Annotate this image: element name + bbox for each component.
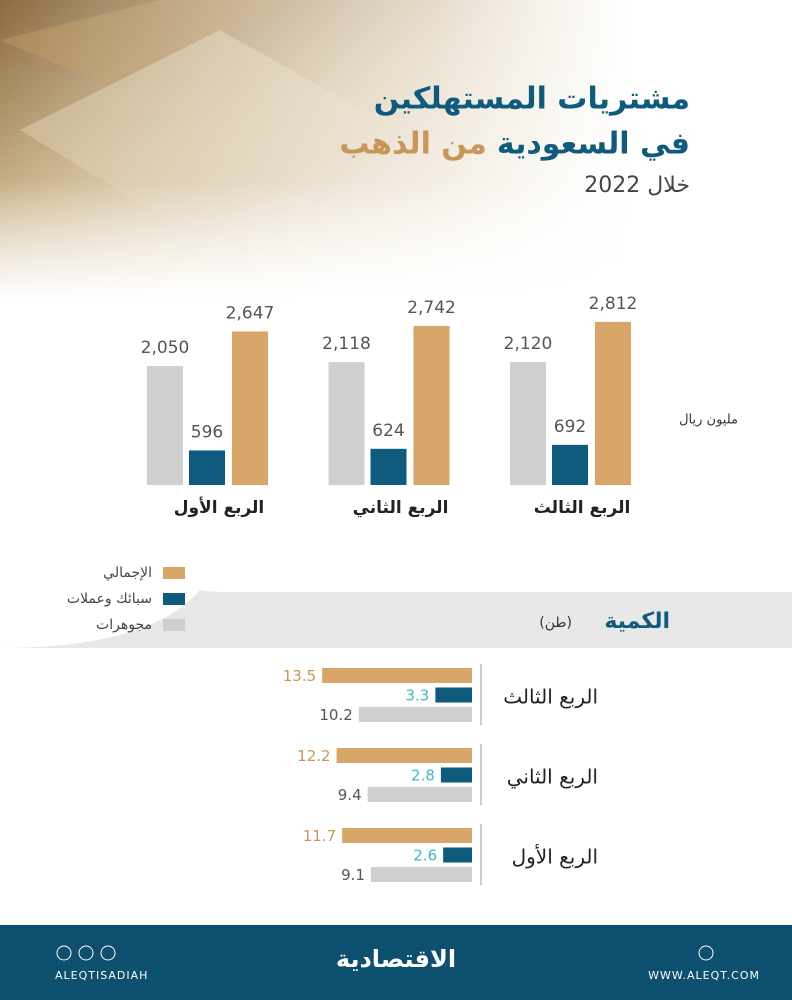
value-label: 2,050 xyxy=(141,338,190,358)
bar xyxy=(435,687,472,703)
icon-twitter[interactable] xyxy=(100,945,116,961)
bar xyxy=(510,362,546,485)
category-label: الربع الثاني xyxy=(353,498,449,518)
value-label: 3.3 xyxy=(406,687,430,705)
icon-web[interactable] xyxy=(698,945,714,961)
bar xyxy=(322,668,472,683)
bar xyxy=(413,325,450,485)
bar xyxy=(328,362,365,485)
value-label: 10.2 xyxy=(319,706,352,724)
value-label: 692 xyxy=(554,417,586,437)
bar xyxy=(336,748,472,763)
value-label: 9.1 xyxy=(341,866,365,884)
qty-unit: (طن) xyxy=(539,615,572,631)
value-label: 2.8 xyxy=(411,767,435,785)
category-label: الربع الثالث xyxy=(503,685,598,709)
value-label: 624 xyxy=(372,421,404,441)
icon-instagram[interactable] xyxy=(56,945,72,961)
qty-band xyxy=(0,590,792,648)
title: مشتريات المستهلكين xyxy=(374,82,690,117)
value-label: 596 xyxy=(191,422,223,442)
value-label: 2,742 xyxy=(407,298,456,318)
bar xyxy=(370,448,407,485)
bar xyxy=(358,707,472,722)
footer-band xyxy=(0,925,792,1000)
icon-facebook[interactable] xyxy=(78,945,94,961)
legend-label: سبائك وعملات xyxy=(67,591,152,607)
bar xyxy=(443,847,472,863)
value-label: 11.7 xyxy=(303,827,336,845)
legend-label: مجوهرات xyxy=(96,617,152,633)
value-label: 12.2 xyxy=(297,747,330,765)
social-handle: ALEQTISADIAH xyxy=(55,969,148,982)
legend-swatch xyxy=(163,593,185,605)
bar xyxy=(552,444,588,485)
bar xyxy=(595,321,631,485)
bar xyxy=(147,366,183,485)
bar xyxy=(370,867,472,882)
title-part: في السعودية xyxy=(497,127,690,162)
category-label: الربع الثاني xyxy=(507,765,598,790)
site-url[interactable]: WWW.ALEQT.COM xyxy=(648,969,760,982)
title-part: من الذهب xyxy=(339,127,486,162)
header-fade xyxy=(0,180,792,300)
category-label: الربع الثالث xyxy=(534,498,631,518)
brand-logo: الاقتصادية xyxy=(336,945,456,973)
subtitle: خلال 2022 xyxy=(584,173,690,198)
value-label: 2,812 xyxy=(589,294,638,314)
bar xyxy=(440,767,472,783)
bar xyxy=(367,787,472,802)
bar xyxy=(342,828,472,843)
value-label: 2,647 xyxy=(226,303,275,323)
unit-label: مليون ريال xyxy=(679,413,738,428)
value-label: 13.5 xyxy=(283,667,316,685)
legend-swatch xyxy=(163,619,185,631)
category-label: الربع الأول xyxy=(174,497,265,518)
value-label: 2,120 xyxy=(504,334,553,354)
legend-swatch xyxy=(163,567,185,579)
category-label: الربع الأول xyxy=(512,845,598,869)
value-label: 2,118 xyxy=(322,334,371,354)
value-label: 9.4 xyxy=(338,786,362,804)
legend-label: الإجمالي xyxy=(103,565,152,581)
bar xyxy=(232,331,268,485)
value-label: 2.6 xyxy=(413,847,437,865)
qty-title: الكمية xyxy=(604,609,670,634)
bar xyxy=(189,450,225,485)
